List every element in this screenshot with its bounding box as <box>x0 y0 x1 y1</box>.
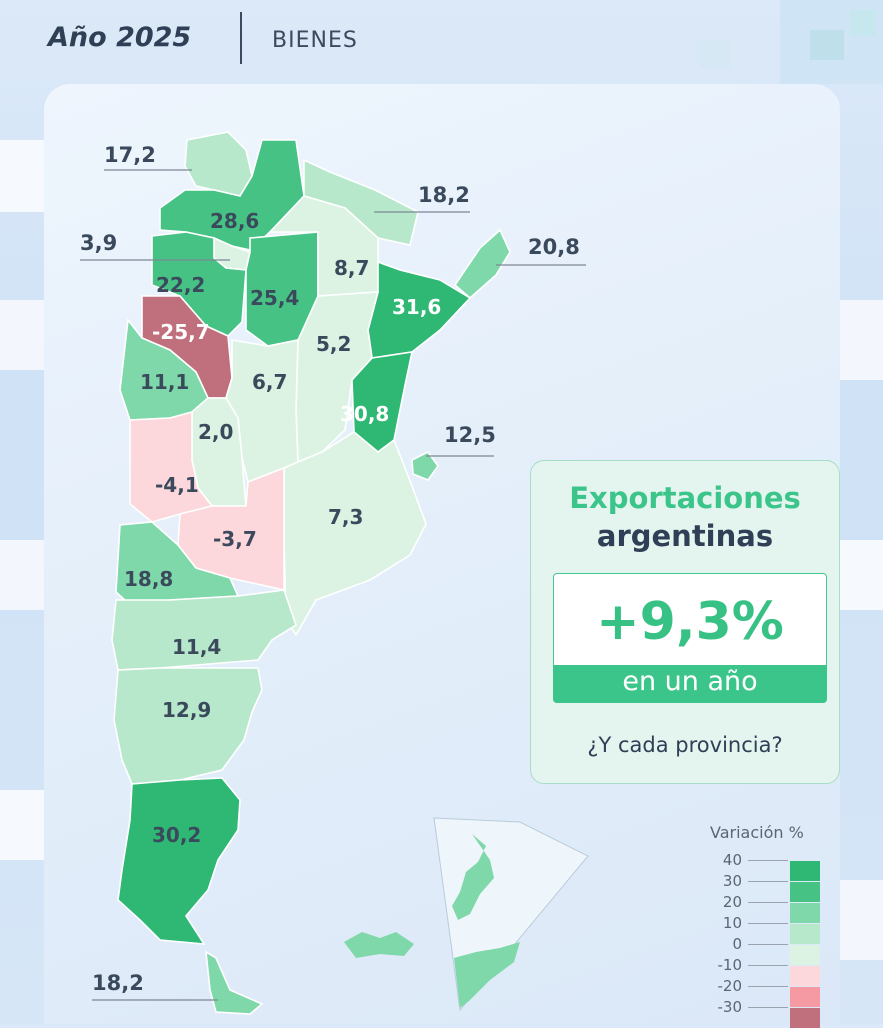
info-title-exportaciones: Exportaciones <box>569 481 801 515</box>
label-tierra-del-fuego: 18,2 <box>92 971 144 995</box>
label-santa-fe: 5,2 <box>316 332 351 356</box>
province-misiones <box>453 228 511 300</box>
label-buenos-aires: 7,3 <box>328 505 363 529</box>
legend-label: 0 <box>732 935 742 953</box>
label-mendoza: -4,1 <box>155 473 199 497</box>
header-category: BIENES <box>272 28 358 53</box>
legend-tick <box>748 965 788 966</box>
label-caba: 12,5 <box>444 423 496 447</box>
header-year: Año 2025 <box>48 22 192 53</box>
label-entre-rios: 30,8 <box>340 402 389 426</box>
legend-swatch <box>790 861 820 881</box>
legend-swatch <box>790 966 820 986</box>
label-san-luis: 2,0 <box>198 420 233 444</box>
province-rio-negro <box>111 589 297 671</box>
legend-swatch <box>790 945 820 965</box>
label-chubut: 12,9 <box>162 698 211 722</box>
info-question: ¿Y cada provincia? <box>587 733 783 757</box>
legend-swatch <box>790 987 820 1007</box>
label-santa-cruz: 30,2 <box>152 823 201 847</box>
province-chubut <box>113 667 263 785</box>
legend-tick <box>748 944 788 945</box>
legend-tick <box>748 986 788 987</box>
legend-label: -20 <box>717 977 743 995</box>
label-la-pampa: -3,7 <box>213 527 257 551</box>
province-santa-cruz <box>117 777 241 945</box>
province-mendoza <box>129 410 214 523</box>
province-catamarca <box>151 231 247 337</box>
label-corrientes: 31,6 <box>392 295 441 319</box>
legend-label: 40 <box>722 851 742 869</box>
percent-value: +9,3% <box>596 592 784 652</box>
label-tucuman: 3,9 <box>80 231 117 255</box>
legend-title: Variación % <box>710 823 804 842</box>
legend-label: -10 <box>717 956 743 974</box>
label-catamarca: 22,2 <box>156 273 205 297</box>
info-card: Exportaciones argentinas +9,3% en un año… <box>530 460 840 784</box>
label-rio-negro: 11,4 <box>172 635 221 659</box>
legend-label: 10 <box>722 914 742 932</box>
label-formosa: 18,2 <box>418 183 470 207</box>
label-cordoba: 6,7 <box>252 370 287 394</box>
antarctic-peninsula <box>452 834 494 920</box>
label-santiago: 25,4 <box>250 286 299 310</box>
legend-swatch <box>790 882 820 902</box>
legend-label: 30 <box>722 872 742 890</box>
province-buenos-aires <box>283 431 427 637</box>
legend-swatch <box>790 903 820 923</box>
label-salta: 28,6 <box>210 209 259 233</box>
label-la-rioja: -25,7 <box>152 320 210 344</box>
legend-tick <box>748 902 788 903</box>
legend-swatch <box>790 1008 820 1028</box>
province-tierra-del-fuego <box>205 950 264 1015</box>
label-chaco: 8,7 <box>334 256 369 280</box>
info-title-argentinas: argentinas <box>596 519 774 553</box>
header-divider <box>240 12 242 64</box>
province-jujuy <box>184 131 253 197</box>
province-caba <box>411 450 439 481</box>
legend-tick <box>748 923 788 924</box>
label-misiones: 20,8 <box>528 235 580 259</box>
legend-tick <box>748 881 788 882</box>
legend-tick <box>748 860 788 861</box>
legend-label: -30 <box>717 998 743 1016</box>
label-neuquen: 18,8 <box>124 567 173 591</box>
antarctic-land <box>454 942 520 1008</box>
legend-swatch <box>790 924 820 944</box>
legend-tick <box>748 1007 788 1008</box>
legend-label: 20 <box>722 893 742 911</box>
percent-bar: en un año <box>553 665 827 703</box>
label-san-juan: 11,1 <box>140 370 189 394</box>
label-jujuy: 17,2 <box>104 143 156 167</box>
percent-box: +9,3% en un año <box>553 573 827 703</box>
percent-subtitle: en un año <box>622 666 758 697</box>
islands-malvinas <box>344 932 414 958</box>
